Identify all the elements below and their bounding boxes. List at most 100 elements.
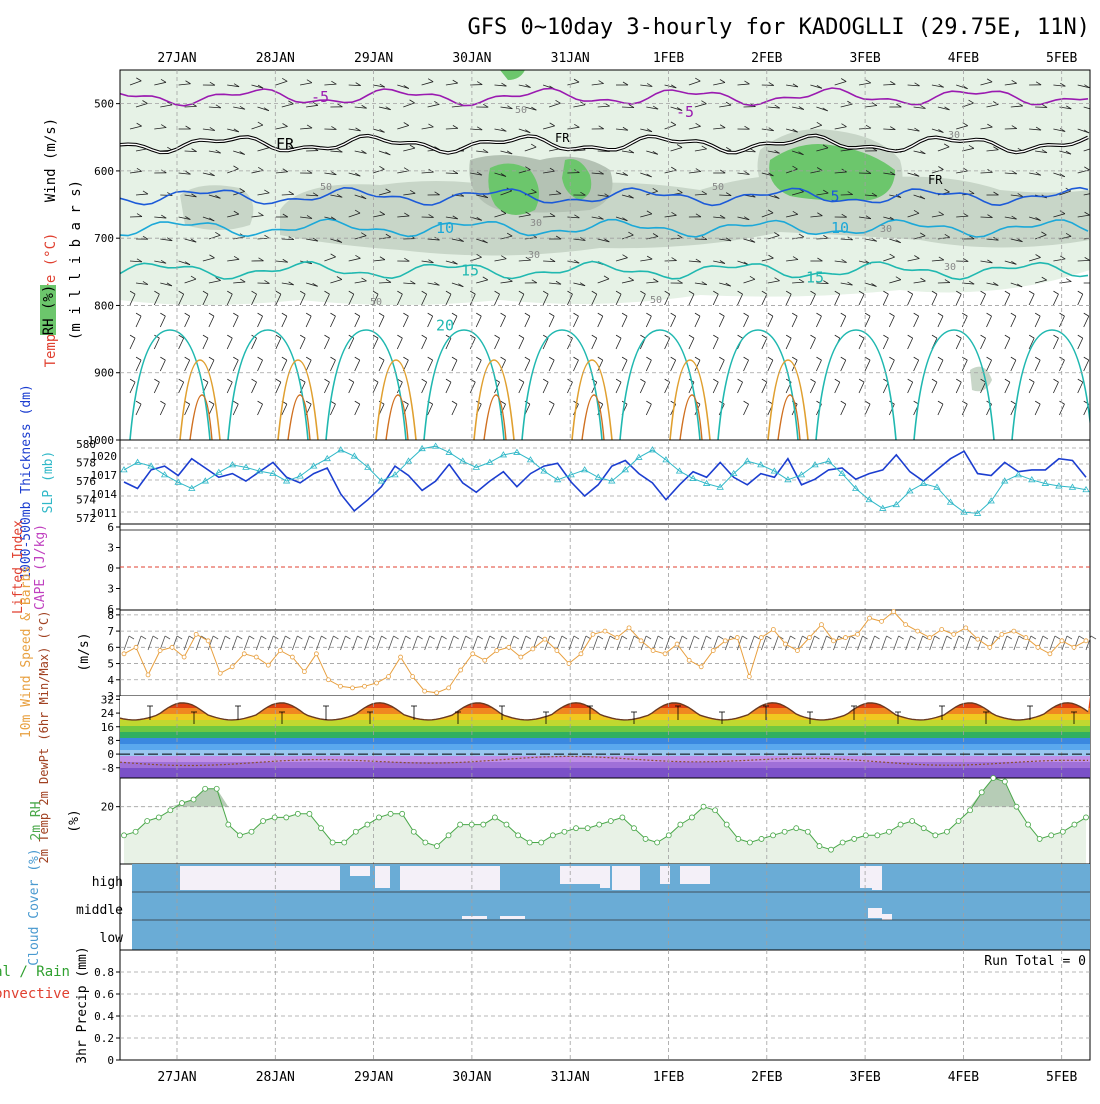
wind-barb — [713, 294, 718, 305]
slp-tick-label: 1011 — [91, 507, 118, 520]
wind-barb-flag — [646, 401, 651, 404]
axis-tick-label: 0.8 — [94, 966, 114, 979]
low-level-temperature-contours — [130, 330, 1092, 440]
rh2m-point — [295, 811, 300, 816]
wind-barb-flag — [646, 313, 651, 316]
wind-barb — [1011, 316, 1016, 327]
wind-barb-flag — [306, 401, 311, 404]
wind-barb — [549, 404, 554, 415]
wind-barb-flag — [908, 379, 913, 382]
wind10m-point — [459, 668, 463, 672]
wind-barb — [136, 404, 141, 415]
wind-barb — [689, 338, 694, 349]
wind-barb-flag — [573, 313, 578, 316]
low-contour-loop — [522, 330, 602, 440]
wind-barb-flag — [859, 379, 864, 382]
wind-barb — [330, 316, 335, 327]
rh2m-point — [400, 811, 405, 816]
wind-barb-flag — [233, 357, 238, 360]
wind-barb-flag — [525, 313, 530, 316]
rh2m-point — [469, 822, 474, 827]
wind-barb — [695, 316, 700, 327]
wind10m-point — [928, 636, 932, 640]
bottom-date-label: 30JAN — [452, 1070, 491, 1085]
rh2m-point — [446, 833, 451, 838]
wind-barb-flag — [987, 313, 992, 316]
wind10m-point — [916, 629, 920, 633]
wind10m-point — [519, 655, 523, 659]
rh2m-point — [1026, 822, 1031, 827]
rh-contour-label: 50 — [650, 295, 662, 306]
rh2m-point — [261, 819, 266, 824]
wind-barb-flag — [859, 335, 864, 338]
isotherm-label: 10 — [831, 219, 849, 237]
wind-barb-flag — [330, 357, 335, 360]
top-date-label: 29JAN — [354, 51, 393, 66]
wind-barb — [300, 338, 305, 349]
rh2m-units: (%) — [67, 809, 82, 832]
wind10m-point — [218, 671, 222, 675]
wind-barb — [573, 316, 578, 327]
rh2m-point — [272, 815, 277, 820]
wind10m-point — [1012, 629, 1016, 633]
wind-barb-flag — [130, 379, 135, 382]
wind-barb-flag — [816, 313, 821, 316]
wind-barb-flag — [719, 313, 724, 316]
wind-barb — [738, 382, 743, 393]
wind10m-point — [146, 673, 150, 677]
wind-barb-flag — [525, 357, 530, 360]
wind-barb-flag — [622, 313, 627, 316]
wind-barb — [938, 404, 943, 415]
wind-barb — [841, 316, 846, 327]
wind-barb-flag — [835, 335, 840, 338]
wind-barb — [786, 338, 791, 349]
wind-barb — [252, 382, 257, 393]
wind-barb — [744, 316, 749, 327]
precip-label: 3hr Precip (mm) — [75, 946, 90, 1063]
rh2m-point — [631, 826, 636, 831]
wind-barb-flag — [1084, 313, 1089, 316]
wind-barb-flag — [987, 357, 992, 360]
axis-tick-label: 3 — [107, 583, 114, 596]
low-contour-loop — [1012, 330, 1092, 440]
wind-barb-flag — [573, 357, 578, 360]
wind-barb-flag — [744, 401, 749, 404]
wind-barb-flag — [1091, 235, 1096, 238]
wind-barb-flag — [476, 313, 481, 316]
axis-tick-label: 20 — [101, 801, 114, 814]
rh2m-point — [550, 833, 555, 838]
wind-barb-flag — [665, 379, 670, 382]
precip-panel-frame — [120, 950, 1090, 1060]
bottom-date-label: 1FEB — [653, 1070, 684, 1085]
wind-barb — [1053, 294, 1058, 305]
wind-barb — [938, 316, 943, 327]
wind-barb — [762, 382, 767, 393]
wind-barb-flag — [203, 335, 208, 338]
wind-barb — [744, 404, 749, 415]
rh2m-label: 2m RH — [29, 801, 44, 840]
wind-barb — [592, 338, 597, 349]
wind-barb-flag — [768, 313, 773, 316]
wind-barb — [810, 382, 815, 393]
wind10m-point — [868, 616, 872, 620]
wind10m-point — [735, 636, 739, 640]
wind10m-point — [471, 652, 475, 656]
wind10m-point — [675, 642, 679, 646]
wind-barb — [616, 338, 621, 349]
wind-barb-flag — [738, 335, 743, 338]
rh2m-point — [133, 829, 138, 834]
wind-barb — [397, 338, 402, 349]
axis-tick-label: 6 — [107, 641, 114, 654]
wind10m-point — [350, 686, 354, 690]
wind-barb — [719, 360, 724, 371]
wind-barb — [549, 316, 554, 327]
axis-tick-label: 5 — [107, 658, 114, 671]
slp-tick-label: 1017 — [91, 469, 118, 482]
wind-barb — [1029, 382, 1034, 393]
wind-barb — [203, 338, 208, 349]
axis-tick-label: 8 — [107, 609, 114, 622]
wind-barb-flag — [428, 357, 433, 360]
wind-barb-flag — [768, 357, 773, 360]
